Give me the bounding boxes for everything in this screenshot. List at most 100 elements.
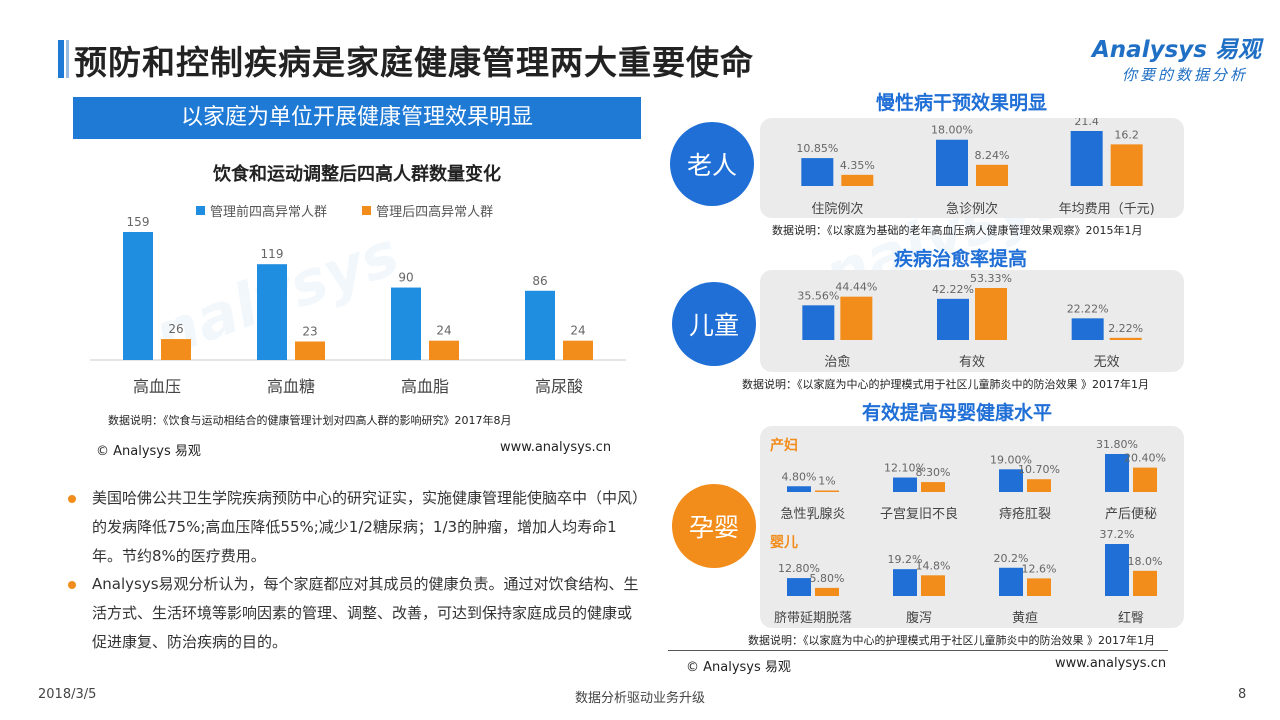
legend-label-after: 管理后四高异常人群 bbox=[376, 205, 494, 220]
data-label: 31.80% bbox=[1096, 438, 1138, 451]
data-label: 21.4 bbox=[1074, 118, 1099, 128]
bar bbox=[1133, 467, 1157, 492]
category-label: 年均费用（千元) bbox=[1059, 202, 1155, 217]
bullet-dot bbox=[68, 581, 76, 589]
category-label: 产后便秘 bbox=[1105, 507, 1157, 522]
data-label: 1% bbox=[818, 475, 835, 488]
category-label: 急性乳腺炎 bbox=[780, 507, 845, 522]
left-url: www.analysys.cn bbox=[500, 440, 612, 455]
bar bbox=[1110, 144, 1143, 186]
data-label: 14.8% bbox=[916, 559, 951, 572]
bar bbox=[787, 486, 811, 492]
elderly-bar-chart: 10.85%4.35% 住院例次 18.00%8.24% 急诊例次 21.4 16.2 年均… bbox=[796, 118, 1155, 217]
data-label: 12.6% bbox=[1022, 562, 1057, 575]
label-mother: 产妇 bbox=[770, 438, 798, 454]
right-url: www.analysys.cn bbox=[1055, 656, 1167, 671]
bar bbox=[295, 341, 325, 360]
data-label: 16.2 bbox=[1114, 128, 1139, 141]
category-label: 腹泻 bbox=[906, 610, 932, 626]
category-label: 急诊例次 bbox=[946, 201, 998, 217]
data-label: 159 bbox=[127, 215, 150, 229]
footer-date: 2018/3/5 bbox=[38, 687, 97, 702]
data-label: 18.00% bbox=[931, 124, 973, 137]
data-label: 18.0% bbox=[1128, 555, 1163, 568]
bar bbox=[1027, 578, 1051, 596]
data-label: 20.2% bbox=[994, 552, 1029, 565]
data-label: 37.2% bbox=[1100, 528, 1135, 541]
data-label: 35.56% bbox=[797, 289, 839, 302]
elderly-data-note: 数据说明：《以家庭为基础的老年高血压病人健康管理效果观察》2015年1月 bbox=[772, 224, 1143, 237]
right-copyright: © Analysys 易观 bbox=[686, 660, 791, 675]
bar bbox=[975, 288, 1007, 340]
data-label: 53.33% bbox=[970, 272, 1012, 285]
circle-maternal: 孕婴 bbox=[672, 484, 756, 568]
bar bbox=[921, 482, 945, 492]
bar bbox=[563, 340, 593, 360]
bar bbox=[1027, 479, 1051, 492]
category-label: 高血糖 bbox=[267, 377, 315, 396]
bar bbox=[1105, 544, 1129, 596]
data-label: 8.30% bbox=[916, 466, 951, 479]
chart-legend: 管理前四高异常人群 管理后四高异常人群 bbox=[196, 200, 493, 220]
bullet-dot bbox=[68, 495, 76, 503]
data-label: 2.22% bbox=[1108, 322, 1143, 335]
category-label: 高尿酸 bbox=[535, 377, 583, 396]
data-label: 4.35% bbox=[840, 159, 875, 172]
data-label: 86 bbox=[532, 274, 547, 288]
logo-tagline: 你要的数据分析 bbox=[1122, 66, 1249, 84]
children-bar-chart: 35.56%44.44% 治愈 42.22%53.33% 有效 22.22% 2.22% 无… bbox=[797, 272, 1143, 370]
section-title-maternal: 有效提高母婴健康水平 bbox=[862, 402, 1053, 424]
section-title-children: 疾病治愈率提高 bbox=[894, 248, 1028, 270]
bar bbox=[999, 469, 1023, 492]
bar bbox=[123, 232, 153, 360]
bar bbox=[391, 287, 421, 360]
bullet-text: Analysys易观分析认为，每个家庭都应对其成员的健康负责。通过对饮食结构、生… bbox=[92, 575, 639, 651]
bar bbox=[801, 158, 834, 186]
category-label: 治愈 bbox=[824, 355, 850, 370]
left-copyright: © Analysys 易观 bbox=[96, 444, 201, 459]
data-label: 26 bbox=[168, 322, 183, 336]
bullet-item: Analysys易观分析认为，每个家庭都应对其成员的健康负责。通过对饮食结构、生… bbox=[68, 570, 643, 657]
data-label: 19.00% bbox=[990, 453, 1032, 466]
title-accent-bar bbox=[58, 40, 64, 78]
title-accent-bar-light bbox=[66, 40, 69, 78]
data-label: 42.22% bbox=[932, 283, 974, 296]
bar bbox=[802, 305, 835, 340]
data-label: 19.2% bbox=[888, 553, 923, 566]
children-data-note: 数据说明：《以家庭为中心的护理模式用于社区儿童肺炎中的防治效果 》2017年1月 bbox=[742, 378, 1149, 391]
legend-swatch-after bbox=[362, 206, 372, 215]
data-label: 23 bbox=[302, 324, 317, 338]
data-label: 8.24% bbox=[975, 149, 1010, 162]
data-label: 24 bbox=[570, 324, 585, 338]
left-data-note: 数据说明：《饮食与运动相结合的健康管理计划对四高人群的影响研究》2017年8月 bbox=[108, 414, 512, 427]
bar bbox=[1070, 131, 1103, 186]
bar bbox=[787, 578, 811, 596]
data-label: 12.80% bbox=[778, 562, 820, 575]
category-label: 住院例次 bbox=[811, 201, 863, 217]
category-label: 高血压 bbox=[133, 377, 181, 396]
circle-children: 儿童 bbox=[672, 282, 756, 366]
circle-elderly: 老人 bbox=[670, 122, 754, 206]
data-label: 20.40% bbox=[1124, 452, 1166, 465]
category-label: 无效 bbox=[1094, 355, 1120, 370]
logo-brand: Analysys 易观 bbox=[1092, 37, 1261, 63]
divider bbox=[668, 650, 1168, 651]
data-label: 12.10% bbox=[884, 462, 926, 475]
bar bbox=[815, 490, 839, 492]
bar bbox=[937, 298, 969, 340]
bar bbox=[999, 567, 1023, 596]
bar bbox=[921, 575, 945, 596]
label-baby: 婴儿 bbox=[770, 535, 798, 551]
brand-logo: Analysys 易观 你要的数据分析 bbox=[1092, 30, 1261, 85]
category-label: 高血脂 bbox=[401, 377, 449, 396]
bar bbox=[161, 339, 191, 360]
legend-label-before: 管理前四高异常人群 bbox=[210, 205, 328, 220]
bar bbox=[976, 164, 1008, 186]
bar bbox=[1133, 570, 1157, 596]
page-number: 8 bbox=[1238, 687, 1247, 702]
legend-swatch-before bbox=[196, 206, 205, 215]
category-label: 黄疸 bbox=[1012, 611, 1038, 626]
category-label: 子宫复旧不良 bbox=[880, 506, 958, 522]
bar bbox=[815, 587, 839, 596]
data-label: 10.85% bbox=[796, 142, 838, 155]
